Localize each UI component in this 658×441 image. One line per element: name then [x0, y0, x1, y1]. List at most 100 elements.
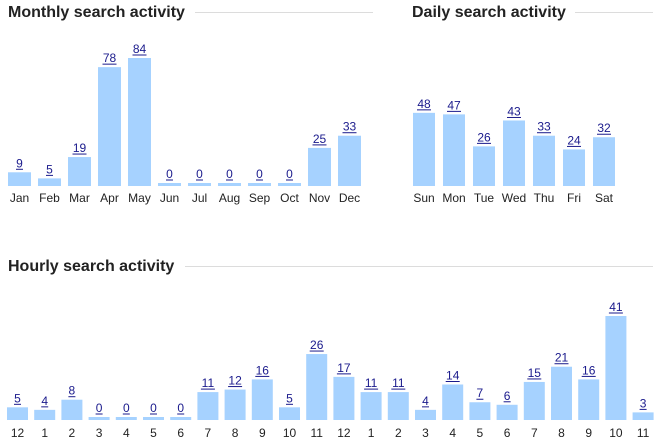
bar-0-8 — [248, 183, 271, 186]
value-label-2-19[interactable]: 15 — [528, 366, 542, 380]
bar-2-5 — [143, 417, 164, 420]
daily-chart-title: Daily search activity — [412, 4, 566, 21]
value-label-2-17[interactable]: 7 — [477, 386, 484, 400]
category-label-2-12: 12 — [337, 426, 351, 440]
category-label-0-10: Nov — [309, 191, 330, 205]
value-label-2-21[interactable]: 16 — [582, 363, 596, 377]
bar-2-13 — [360, 392, 382, 420]
category-label-2-17: 5 — [477, 426, 484, 440]
value-label-2-5[interactable]: 0 — [150, 401, 157, 415]
bar-2-1 — [34, 409, 56, 420]
value-label-0-5[interactable]: 0 — [166, 167, 173, 181]
bar-2-17 — [469, 402, 491, 420]
hourly-title-rule — [185, 266, 653, 267]
value-label-2-20[interactable]: 21 — [555, 351, 569, 365]
value-label-0-1[interactable]: 5 — [46, 162, 53, 176]
value-label-2-3[interactable]: 0 — [96, 401, 103, 415]
bar-2-22 — [605, 316, 627, 420]
category-label-2-1: 1 — [41, 426, 48, 440]
value-label-2-23[interactable]: 3 — [640, 396, 647, 410]
value-label-2-22[interactable]: 41 — [609, 300, 623, 314]
value-label-2-15[interactable]: 4 — [422, 394, 429, 408]
value-label-2-1[interactable]: 4 — [41, 394, 48, 408]
value-label-0-7[interactable]: 0 — [226, 167, 233, 181]
value-label-0-4[interactable]: 84 — [133, 42, 147, 56]
value-label-2-6[interactable]: 0 — [177, 401, 184, 415]
category-label-0-9: Oct — [280, 191, 299, 205]
bar-0-5 — [158, 183, 181, 186]
category-label-2-19: 7 — [531, 426, 538, 440]
bar-0-0 — [8, 172, 31, 186]
category-label-2-11: 11 — [310, 426, 323, 440]
bar-0-7 — [218, 183, 241, 186]
value-label-0-6[interactable]: 0 — [196, 167, 203, 181]
value-label-1-5[interactable]: 24 — [567, 133, 581, 147]
value-label-2-11[interactable]: 26 — [310, 338, 324, 352]
bar-2-18 — [496, 404, 518, 420]
monthly-chart-title: Monthly search activity — [8, 4, 185, 21]
category-label-2-0: 12 — [11, 426, 25, 440]
category-label-0-6: Jul — [192, 191, 207, 205]
bar-2-4 — [115, 417, 137, 420]
category-label-2-5: 5 — [150, 426, 157, 440]
value-label-2-14[interactable]: 11 — [392, 376, 405, 390]
category-label-0-4: May — [128, 191, 151, 205]
value-label-2-2[interactable]: 8 — [69, 384, 76, 398]
category-label-2-18: 6 — [504, 426, 511, 440]
bar-2-19 — [523, 381, 545, 420]
value-label-2-10[interactable]: 5 — [286, 391, 293, 405]
value-label-2-18[interactable]: 6 — [504, 389, 511, 403]
category-label-1-6: Sat — [595, 191, 614, 205]
bar-2-16 — [442, 384, 464, 420]
value-label-2-4[interactable]: 0 — [123, 401, 130, 415]
bar-2-15 — [415, 409, 436, 420]
category-label-2-10: 10 — [283, 426, 297, 440]
value-label-1-1[interactable]: 47 — [447, 98, 461, 112]
category-label-2-21: 9 — [585, 426, 592, 440]
value-label-1-3[interactable]: 43 — [507, 104, 521, 118]
category-label-2-14: 2 — [395, 426, 402, 440]
bar-0-9 — [278, 183, 301, 186]
bar-2-7 — [197, 392, 219, 420]
category-label-0-5: Jun — [160, 191, 179, 205]
bar-2-2 — [61, 399, 83, 420]
bar-1-4 — [533, 135, 555, 186]
value-label-2-13[interactable]: 11 — [365, 376, 378, 390]
value-label-0-3[interactable]: 78 — [103, 51, 117, 65]
value-label-0-11[interactable]: 33 — [343, 120, 357, 134]
value-label-0-10[interactable]: 25 — [313, 132, 327, 146]
category-label-0-3: Apr — [100, 191, 119, 205]
value-label-2-16[interactable]: 14 — [446, 368, 460, 382]
category-label-0-7: Aug — [219, 191, 240, 205]
value-label-1-0[interactable]: 48 — [417, 97, 431, 111]
value-label-2-12[interactable]: 17 — [337, 361, 351, 375]
value-label-2-9[interactable]: 16 — [256, 363, 270, 377]
value-label-0-2[interactable]: 19 — [73, 141, 87, 155]
value-label-2-0[interactable]: 5 — [14, 391, 21, 405]
category-label-2-7: 7 — [205, 426, 212, 440]
value-label-1-4[interactable]: 33 — [537, 120, 551, 134]
value-label-1-2[interactable]: 26 — [477, 130, 491, 144]
bar-2-0 — [7, 407, 28, 420]
category-label-2-8: 8 — [232, 426, 239, 440]
value-label-2-8[interactable]: 12 — [228, 374, 242, 388]
bar-1-6 — [593, 137, 615, 186]
category-label-2-6: 6 — [177, 426, 184, 440]
category-label-2-4: 4 — [123, 426, 130, 440]
value-label-0-8[interactable]: 0 — [256, 167, 263, 181]
bar-1-2 — [473, 146, 495, 186]
bar-2-11 — [306, 354, 328, 420]
value-label-2-7[interactable]: 11 — [202, 376, 215, 390]
category-label-2-22: 10 — [609, 426, 623, 440]
bar-2-10 — [279, 407, 300, 420]
value-label-1-6[interactable]: 32 — [597, 121, 611, 135]
category-label-0-2: Mar — [69, 191, 90, 205]
bar-1-3 — [503, 120, 525, 186]
category-label-0-1: Feb — [39, 191, 60, 205]
value-label-0-0[interactable]: 9 — [16, 156, 23, 170]
category-label-1-5: Fri — [567, 191, 581, 205]
value-label-0-9[interactable]: 0 — [286, 167, 293, 181]
